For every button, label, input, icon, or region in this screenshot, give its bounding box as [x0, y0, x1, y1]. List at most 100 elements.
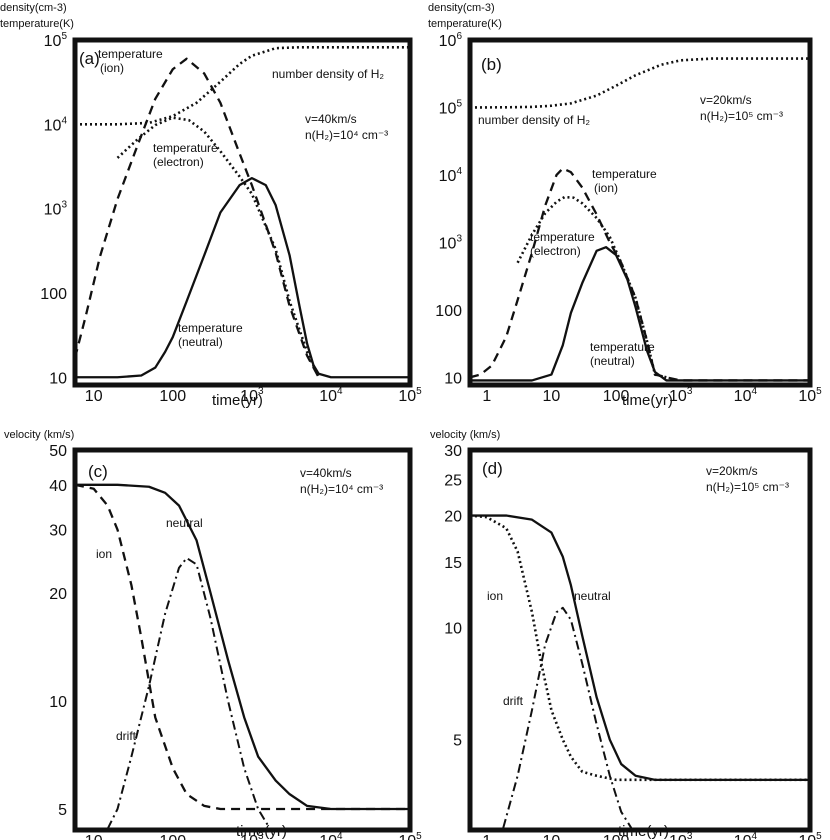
x-tick-label: 105 — [798, 386, 822, 405]
plot-frame — [467, 447, 813, 833]
y-tick-label: 104 — [439, 166, 463, 185]
label-neutral: neutral — [574, 589, 611, 603]
label-temperature-neutral-1: temperature — [178, 321, 243, 335]
series-temperature-ion — [470, 167, 810, 382]
y-tick-label: 25 — [444, 472, 462, 489]
series-number-density-of-h2 — [75, 45, 410, 126]
y-tick-label: 106 — [439, 31, 463, 50]
ylabel-line-1: density(cm-3) — [0, 2, 67, 14]
label-condition-density: n(H₂)=10⁴ cm⁻³ — [300, 482, 383, 496]
label-temperature-electron-2: (electron) — [530, 244, 581, 258]
plot-frame — [72, 447, 413, 833]
panel-label: (b) — [481, 55, 502, 74]
x-tick-label: 100 — [159, 833, 186, 840]
label-number-density-h2: number density of H₂ — [478, 113, 590, 127]
label-temperature-electron-1: temperature — [153, 141, 218, 155]
panel-a: density(cm-3) temperature(K) 10 100 103 104… — [0, 2, 422, 409]
y-tick-label: 105 — [439, 98, 463, 117]
ylabel-line-2: temperature(K) — [0, 18, 74, 30]
y-tick-label: 15 — [444, 555, 462, 572]
x-tick-label: 105 — [398, 831, 422, 840]
plot-frame — [72, 37, 413, 388]
x-tick-label: 10 — [85, 388, 103, 405]
x-tick-label: 104 — [319, 386, 343, 405]
label-ion: ion — [487, 589, 503, 603]
label-temperature-neutral-1: temperature — [590, 340, 655, 354]
x-tick-label: 100 — [603, 388, 630, 405]
x-axis-label: time(yr) — [212, 392, 263, 409]
y-tick-label: 100 — [40, 286, 67, 303]
y-tick-label: 103 — [44, 200, 68, 219]
label-temperature-neutral-2: (neutral) — [178, 335, 223, 349]
label-neutral: neutral — [166, 516, 203, 530]
x-tick-label: 10 — [543, 833, 561, 840]
label-temperature-ion-1: temperature — [592, 167, 657, 181]
y-tick-label: 5 — [453, 733, 462, 750]
label-ion: ion — [96, 547, 112, 561]
series-temperature-neutral — [75, 176, 410, 379]
series-drift — [106, 557, 271, 830]
label-drift: drift — [116, 729, 137, 743]
label-condition-velocity: v=20km/s — [700, 93, 752, 107]
y-tick-label: 100 — [435, 303, 462, 320]
y-tick-label: 20 — [49, 586, 67, 603]
label-condition-velocity: v=40km/s — [300, 466, 352, 480]
label-condition-velocity: v=20km/s — [706, 464, 758, 478]
panel-label: (d) — [482, 459, 503, 478]
x-tick-label: 1 — [482, 833, 491, 840]
label-temperature-electron-1: temperature — [530, 230, 595, 244]
panel-label: (a) — [79, 49, 100, 68]
label-condition-velocity: v=40km/s — [305, 112, 357, 126]
y-tick-label: 10 — [444, 621, 462, 638]
y-tick-label: 105 — [44, 31, 68, 50]
ylabel-line-2: temperature(K) — [428, 18, 502, 30]
ylabel-line-1: velocity (km/s) — [4, 429, 74, 441]
series-temperature-electron — [516, 195, 667, 379]
y-tick-label: 5 — [58, 802, 67, 819]
x-tick-label: 103 — [669, 831, 693, 840]
label-drift: drift — [503, 694, 524, 708]
label-temperature-ion-2: (ion) — [594, 181, 618, 195]
x-tick-label: 100 — [159, 388, 186, 405]
label-temperature-ion-2: (ion) — [100, 61, 124, 75]
x-tick-label: 100 — [603, 833, 630, 840]
x-axis-label: time(yr) — [236, 823, 287, 840]
label-condition-density: n(H₂)=10⁴ cm⁻³ — [305, 128, 388, 142]
y-tick-label: 10 — [49, 694, 67, 711]
x-tick-label: 104 — [319, 831, 343, 840]
plot-frame — [467, 37, 813, 388]
series-temperature-electron — [116, 116, 320, 378]
x-axis-label: time(yr) — [618, 823, 669, 840]
y-tick-label: 103 — [439, 233, 463, 252]
panel-label: (c) — [88, 462, 108, 481]
x-tick-label: 105 — [398, 386, 422, 405]
series-ion — [470, 514, 810, 782]
x-axis-label: time(yr) — [622, 392, 673, 409]
x-tick-label: 10 — [85, 833, 103, 840]
x-tick-label: 103 — [240, 831, 264, 840]
label-temperature-electron-2: (electron) — [153, 155, 204, 169]
series-neutral — [470, 514, 810, 782]
y-tick-label: 20 — [444, 509, 462, 526]
panel-c: velocity (km/s) 10 100 103 104 105 5 10 20 30 40 5… — [4, 429, 422, 840]
series-ion — [75, 483, 410, 811]
series-number-density-of-h2 — [470, 57, 810, 109]
x-tick-label: 104 — [734, 831, 758, 840]
y-tick-label: 30 — [444, 443, 462, 460]
label-condition-density: n(H₂)=10⁵ cm⁻³ — [700, 109, 783, 123]
y-tick-label: 104 — [44, 115, 68, 134]
label-number-density-h2: number density of H₂ — [272, 67, 384, 81]
label-temperature-ion-1: temperature — [98, 47, 163, 61]
x-tick-label: 10 — [543, 388, 561, 405]
series-neutral — [75, 483, 410, 811]
x-tick-label: 103 — [669, 386, 693, 405]
y-tick-label: 10 — [444, 370, 462, 387]
ylabel-line-1: density(cm-3) — [428, 2, 495, 14]
series-drift — [502, 606, 634, 830]
y-tick-label: 50 — [49, 443, 67, 460]
y-tick-label: 40 — [49, 478, 67, 495]
series-temperature-neutral — [470, 246, 810, 382]
y-tick-label: 10 — [49, 370, 67, 387]
ylabel-line-1: velocity (km/s) — [430, 429, 500, 441]
